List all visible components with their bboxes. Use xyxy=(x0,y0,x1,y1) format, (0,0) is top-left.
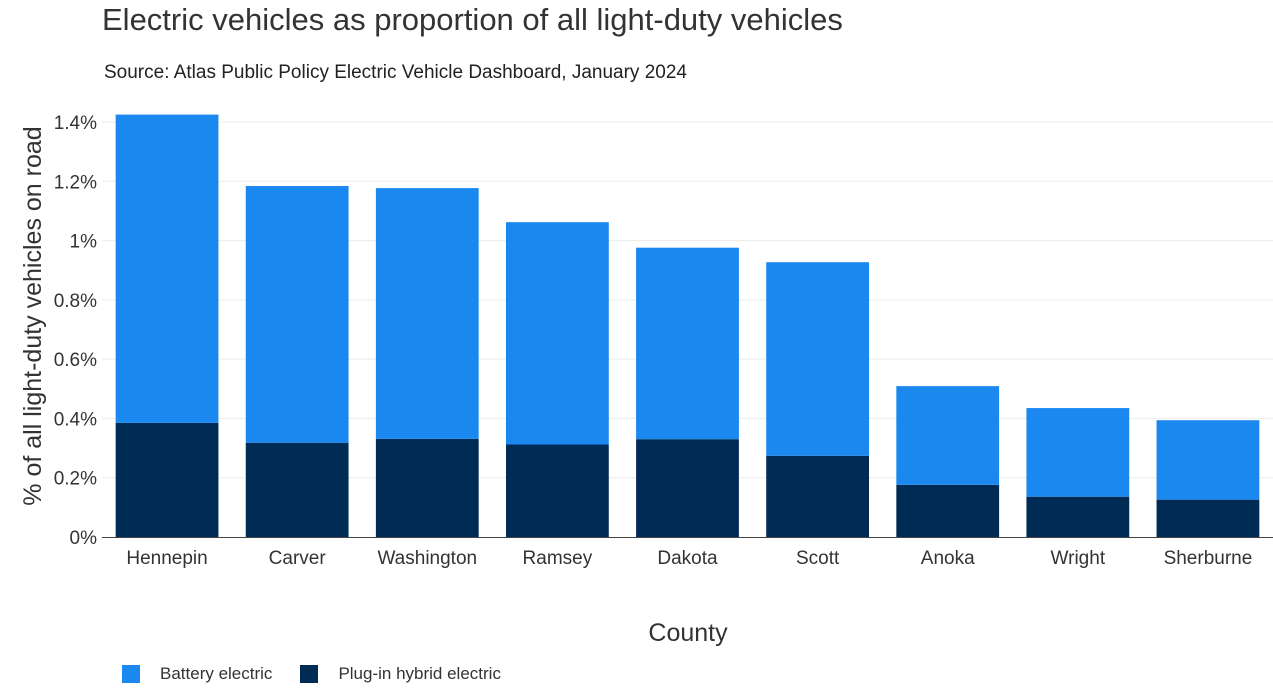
y-tick-label: 1.4% xyxy=(54,113,97,134)
legend-label-plug-in-hybrid: Plug-in hybrid electric xyxy=(338,664,501,683)
y-tick-label: 0.2% xyxy=(54,469,97,490)
bar-battery-electric-carver xyxy=(245,186,349,443)
bar-battery-electric-dakota xyxy=(636,247,739,440)
y-tick-label: 0.6% xyxy=(54,350,97,371)
bar-battery-electric-sherburne xyxy=(1156,420,1260,500)
y-tick-label: 1% xyxy=(70,232,98,253)
x-tick-label: Carver xyxy=(269,548,327,569)
bar-battery-electric-wright xyxy=(1026,408,1130,497)
bar-plug-in-hybrid-electric-carver xyxy=(245,442,349,537)
legend-item-battery-electric[interactable]: Battery electric xyxy=(122,664,272,684)
stacked-bar-chart: 0% 0.2% 0.4% 0.6% 0.8% 1% 1.2% 1.4% Hennepin Carv… xyxy=(19,113,1273,647)
y-tick-label: 0.4% xyxy=(54,409,97,430)
legend-item-plug-in-hybrid[interactable]: Plug-in hybrid electric xyxy=(300,664,501,684)
legend: Battery electric Plug-in hybrid electric xyxy=(122,664,529,684)
bar-battery-electric-scott xyxy=(766,262,870,456)
bar-plug-in-hybrid-electric-hennepin xyxy=(115,422,219,537)
y-tick-label: 0% xyxy=(70,528,98,549)
bar-battery-electric-anoka xyxy=(896,386,1000,485)
x-tick-label: Wright xyxy=(1051,548,1106,569)
bar-plug-in-hybrid-electric-anoka xyxy=(896,484,1000,537)
x-tick-label: Scott xyxy=(796,548,840,569)
x-tick-label: Ramsey xyxy=(523,548,593,569)
axes: 0% 0.2% 0.4% 0.6% 0.8% 1% 1.2% 1.4% Hennepin Carv… xyxy=(54,113,1273,569)
bar-plug-in-hybrid-electric-wright xyxy=(1026,496,1130,537)
bar-plug-in-hybrid-electric-ramsey xyxy=(505,444,609,537)
bars xyxy=(115,114,1260,537)
bar-plug-in-hybrid-electric-scott xyxy=(766,455,870,537)
x-axis-title: County xyxy=(648,619,728,647)
plug-in-hybrid-swatch xyxy=(300,665,319,683)
x-tick-label: Sherburne xyxy=(1164,548,1253,569)
chart-subtitle: Source: Atlas Public Policy Electric Veh… xyxy=(104,62,687,83)
x-tick-label: Anoka xyxy=(921,548,975,569)
bar-battery-electric-hennepin xyxy=(115,114,219,423)
y-tick-label: 1.2% xyxy=(54,172,97,193)
battery-electric-swatch xyxy=(122,665,140,683)
x-tick-label: Dakota xyxy=(657,548,718,569)
bar-plug-in-hybrid-electric-sherburne xyxy=(1156,499,1260,537)
x-tick-label: Hennepin xyxy=(126,548,207,569)
legend-label-battery-electric: Battery electric xyxy=(160,664,273,683)
chart-title: Electric vehicles as proportion of all l… xyxy=(102,2,843,37)
bar-plug-in-hybrid-electric-dakota xyxy=(636,439,739,537)
bar-plug-in-hybrid-electric-washington xyxy=(375,438,479,537)
y-tick-label: 0.8% xyxy=(54,291,97,312)
bar-battery-electric-washington xyxy=(375,188,479,439)
x-tick-label: Washington xyxy=(377,548,477,569)
y-axis-title: % of all light-duty vehicles on road xyxy=(19,126,47,505)
bar-battery-electric-ramsey xyxy=(505,222,609,445)
